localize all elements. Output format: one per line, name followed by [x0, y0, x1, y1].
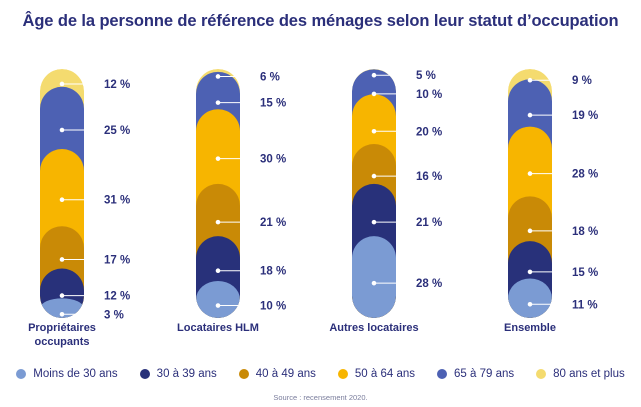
legend-item: 30 à 39 ans	[139, 368, 217, 380]
data-label: 9 %	[572, 75, 592, 87]
data-label: 21 %	[260, 217, 286, 229]
data-label: 17 %	[104, 254, 130, 266]
category-label: Propriétaires	[28, 322, 96, 334]
data-label: 10 %	[416, 89, 442, 101]
category-label: Ensemble	[504, 322, 556, 334]
legend-swatch	[536, 369, 547, 379]
data-label: 28 %	[416, 278, 442, 290]
bar-stack-3: 11 % 15 % 18 % 28 % 19 % 9 % Ensemble	[504, 69, 598, 334]
bar-stack-2: 28 % 21 % 16 % 20 % 10 % 5 % Autres locataires	[329, 69, 442, 334]
data-label: 15 %	[572, 267, 598, 279]
bar-segment	[40, 298, 84, 318]
data-label: 28 %	[572, 169, 598, 181]
category-label: Autres locataires	[329, 322, 418, 334]
data-label: 6 %	[260, 71, 280, 83]
legend-swatch	[437, 369, 447, 379]
legend-label: 30 à 39 ans	[156, 368, 217, 380]
data-label: 25 %	[104, 125, 130, 137]
legend-item: 50 à 64 ans	[337, 368, 415, 380]
legend-label: 50 à 64 ans	[354, 368, 415, 380]
data-label: 30 %	[260, 154, 286, 166]
category-label: occupants	[34, 336, 89, 348]
data-label: 20 %	[416, 126, 442, 138]
data-label: 15 %	[260, 98, 286, 110]
data-label: 16 %	[416, 171, 442, 183]
legend-label: 80 ans et plus	[553, 368, 625, 380]
legend-swatch	[139, 369, 150, 379]
legend-item: Moins de 30 ans	[16, 368, 118, 380]
legend-item: 40 à 49 ans	[238, 368, 316, 380]
bar-stack-0: 3 % 12 % 17 % 31 % 25 % 12 % Propriétaires occu…	[28, 69, 130, 348]
legend: Moins de 30 ans 30 à 39 ans 40 à 49 ans 50 …	[0, 368, 641, 380]
data-label: 19 %	[572, 110, 598, 122]
legend-label: 40 à 49 ans	[255, 368, 316, 380]
bar-segment	[196, 281, 240, 318]
data-label: 3 %	[104, 309, 124, 321]
data-label: 11 %	[572, 299, 598, 311]
data-label: 21 %	[416, 217, 442, 229]
bar-stack-1: 10 % 18 % 21 % 30 % 15 % 6 % Locataires HLM	[177, 69, 286, 334]
legend-swatch	[238, 369, 249, 379]
category-label: Locataires HLM	[177, 322, 259, 334]
data-label: 12 %	[104, 291, 130, 303]
legend-item: 65 à 79 ans	[437, 368, 514, 380]
data-label: 12 %	[104, 79, 130, 91]
data-label: 18 %	[572, 226, 598, 238]
data-label: 10 %	[260, 301, 286, 313]
legend-swatch	[16, 369, 27, 379]
bar-segment	[508, 278, 552, 318]
data-label: 18 %	[260, 266, 286, 278]
source-note: Source : recensement 2020.	[273, 393, 368, 402]
data-label: 5 %	[416, 70, 436, 82]
legend-label: Moins de 30 ans	[33, 368, 118, 380]
chart-title: Âge de la personne de référence des ména…	[22, 12, 619, 30]
bar-segment	[352, 236, 396, 318]
data-label: 31 %	[104, 195, 130, 207]
legend-swatch	[337, 369, 348, 379]
legend-item: 80 ans et plus	[536, 368, 625, 380]
legend-label: 65 à 79 ans	[454, 368, 515, 380]
